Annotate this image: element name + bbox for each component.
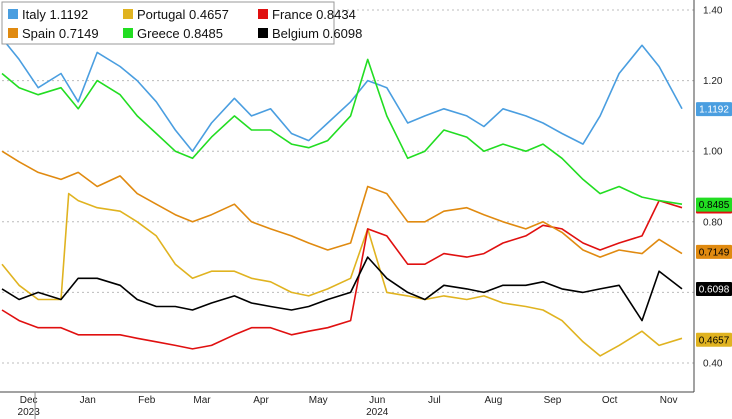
legend-swatch-greece [123, 28, 133, 38]
series-line-portugal [1, 192, 683, 357]
series-line-greece [1, 58, 683, 205]
end-label-bg-spain [696, 244, 732, 259]
y-tick-label: 1.20 [703, 76, 723, 87]
y-tick-label: 0.80 [703, 217, 723, 228]
x-tick-label: Mar [193, 395, 211, 406]
x-tick-label: Oct [602, 395, 618, 406]
x-year-label: 2023 [18, 407, 41, 418]
end-label-bg-portugal [696, 332, 732, 347]
end-label-portugal: 0.4657 [699, 335, 730, 346]
series-line-belgium [1, 256, 683, 322]
y-tick-label: 1.00 [703, 147, 723, 158]
legend-entry-france: France 0.8434 [272, 7, 356, 22]
legend-swatch-spain [8, 28, 18, 38]
legend-swatch-france [258, 9, 268, 19]
x-tick-label: May [309, 395, 328, 406]
legend-box [1, 1, 335, 45]
legend-entry-portugal: Portugal 0.4657 [137, 7, 229, 22]
y-tick-label: 0.40 [703, 359, 723, 370]
end-label-bg-belgium [696, 281, 732, 296]
end-label-belgium: 0.6098 [699, 284, 730, 295]
end-label-greece: 0.8485 [699, 200, 730, 211]
x-tick-label: Jan [80, 395, 96, 406]
legend-swatch-belgium [258, 28, 268, 38]
legend-swatch-portugal [123, 9, 133, 19]
end-label-bg-greece [696, 197, 732, 212]
x-tick-label: Jun [369, 395, 385, 406]
end-label-italy: 1.1192 [699, 105, 729, 116]
legend-entry-greece: Greece 0.8485 [137, 26, 223, 41]
series-line-italy [1, 37, 683, 152]
end-label-spain: 0.7149 [699, 247, 730, 258]
series-line-spain [1, 150, 683, 258]
x-tick-label: Sep [544, 395, 562, 406]
end-label-bg-italy [696, 102, 732, 117]
x-tick-label: Nov [660, 395, 678, 406]
series-line-france [1, 199, 683, 350]
legend-swatch-italy [8, 9, 18, 19]
x-tick-label: Jul [428, 395, 441, 406]
x-tick-label: Aug [485, 395, 503, 406]
x-year-label: 2024 [366, 407, 389, 418]
legend-entry-italy: Italy 1.1192 [22, 7, 88, 22]
x-tick-label: Dec [20, 395, 38, 406]
x-tick-label: Feb [138, 395, 156, 406]
x-tick-label: Apr [253, 395, 269, 406]
legend-entry-spain: Spain 0.7149 [22, 26, 99, 41]
legend-entry-belgium: Belgium 0.6098 [272, 26, 362, 41]
y-tick-label: 1.40 [703, 6, 723, 17]
